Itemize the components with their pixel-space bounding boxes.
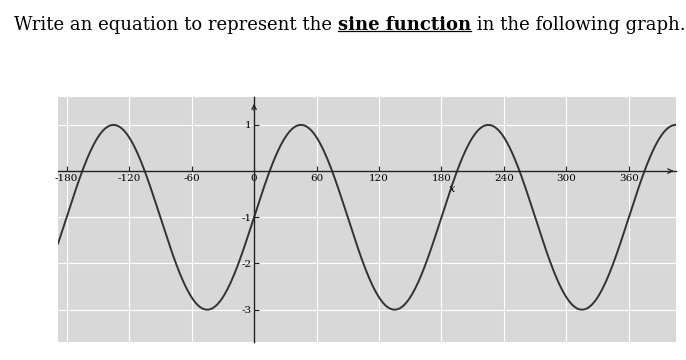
Text: Write an equation to represent the: Write an equation to represent the	[14, 16, 338, 34]
Text: x: x	[449, 184, 455, 194]
Text: in the following graph.: in the following graph.	[471, 16, 686, 34]
Text: sine function: sine function	[338, 16, 471, 34]
